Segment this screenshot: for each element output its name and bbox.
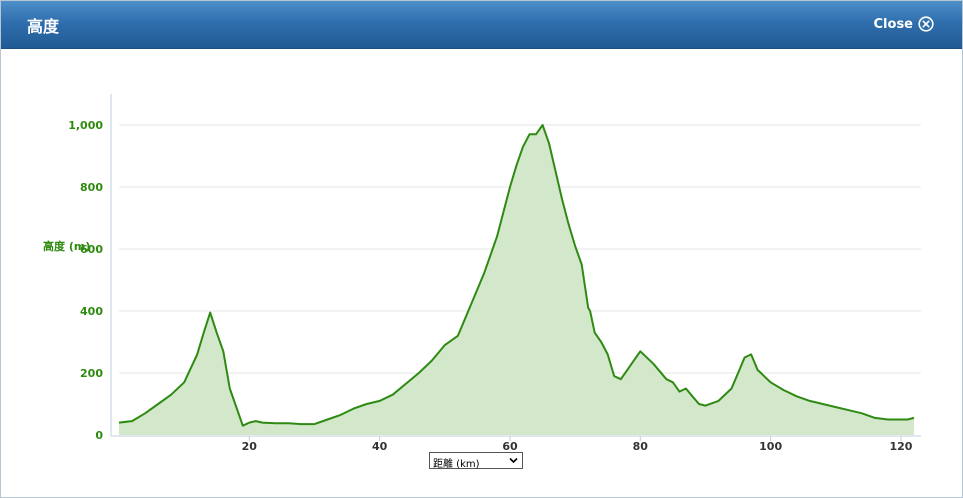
y-axis-label: 高度 (m) — [43, 239, 90, 253]
y-tick-label: 400 — [80, 305, 103, 318]
elevation-chart: 0 200 400 600 800 1,000 20 40 60 80 100 120 高度 (m) — [43, 94, 921, 453]
x-tick-label: 120 — [889, 440, 912, 453]
close-button[interactable]: Close — [874, 16, 934, 32]
x-tick-label: 100 — [759, 440, 782, 453]
x-tick-label: 80 — [633, 440, 649, 453]
dialog-title: 高度 — [27, 17, 60, 36]
x-tick-label: 20 — [242, 440, 258, 453]
chevron-down-icon — [509, 457, 518, 464]
y-tick-label: 1,000 — [68, 119, 103, 132]
y-tick-label: 800 — [80, 181, 103, 194]
close-label: Close — [873, 16, 913, 32]
x-tick-label: 40 — [372, 440, 388, 453]
close-icon — [918, 16, 934, 32]
title-bar: 高度 Close — [1, 1, 962, 49]
x-tick-label: 60 — [502, 440, 518, 453]
y-tick-label: 200 — [80, 367, 103, 380]
x-axis-selector-value: 距離 (km) — [433, 459, 480, 470]
y-tick-label: 600 — [80, 243, 103, 256]
y-tick-label: 0 — [95, 429, 103, 442]
elevation-area — [119, 125, 914, 435]
x-axis-selector[interactable]: 距離 (km) — [429, 452, 523, 470]
elevation-line — [118, 124, 915, 427]
